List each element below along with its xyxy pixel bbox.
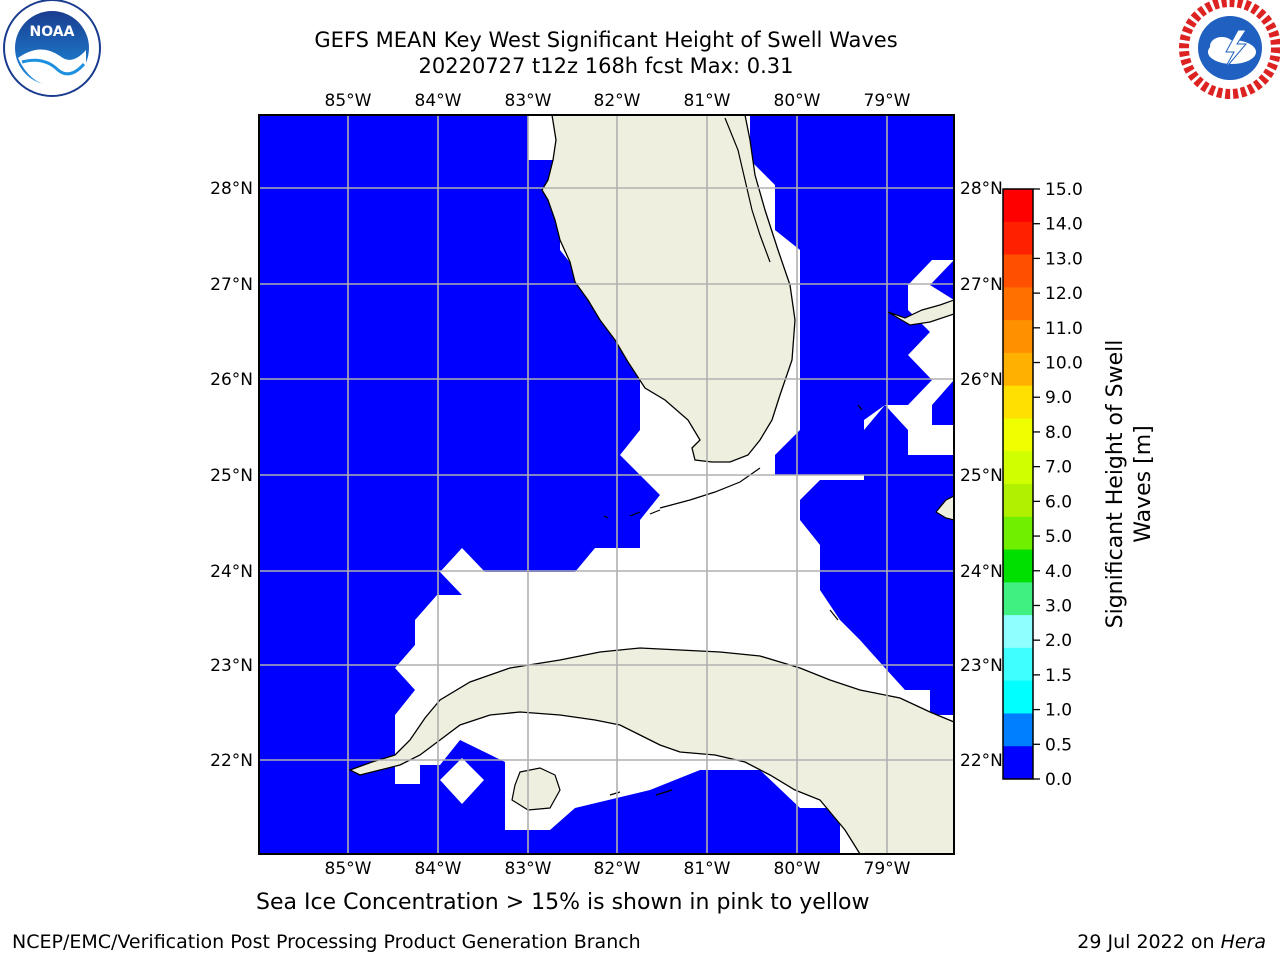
lon-label: 82°W <box>594 91 641 111</box>
florida-keys <box>659 467 761 509</box>
bahamas-land-2 <box>935 495 954 521</box>
lat-label: 24°N <box>960 562 1003 582</box>
colorbar-frame <box>1002 188 1034 780</box>
lat-label: 26°N <box>210 370 253 390</box>
colorbar-segment <box>1003 713 1033 747</box>
cuba-land <box>348 647 954 854</box>
lat-label: 28°N <box>210 179 253 199</box>
footer-date: 29 Jul 2022 on Hera <box>1077 931 1266 953</box>
colorbar-segment <box>1003 647 1033 682</box>
colorbar-tick-label: 0.5 <box>1045 735 1072 755</box>
nws-logo-icon <box>1179 0 1280 99</box>
lon-label: 85°W <box>325 859 372 879</box>
colorbar-segment <box>1003 385 1033 419</box>
colorbar-tick-label: 12.0 <box>1045 284 1083 304</box>
colorbar-segment <box>1003 484 1033 518</box>
lon-label: 84°W <box>415 91 462 111</box>
lat-labels-left: 28°N 27°N 26°N 25°N 24°N 23°N 22°N <box>210 179 253 771</box>
florida-land <box>541 115 796 463</box>
lon-label: 82°W <box>594 859 641 879</box>
footer-host: Hera <box>1220 931 1266 953</box>
colorbar-tick-label: 7.0 <box>1045 458 1072 478</box>
colorbar-tick-label: 3.0 <box>1045 596 1072 616</box>
isle-of-youth-land <box>511 767 561 811</box>
lon-label: 83°W <box>505 859 552 879</box>
colorbar-segment <box>1003 680 1033 714</box>
lon-label: 84°W <box>415 859 462 879</box>
lat-labels-right: 28°N 27°N 26°N 25°N 24°N 23°N 22°N <box>960 179 1003 771</box>
colorbar-label-line2: Waves [m] <box>1131 425 1156 542</box>
noaa-logo-icon: NOAA <box>3 0 101 97</box>
florida-inner-coast <box>724 117 771 263</box>
lon-labels-bottom: 85°W 84°W 83°W 82°W 81°W 80°W 79°W <box>325 859 911 879</box>
colorbar-tick-label: 10.0 <box>1045 354 1083 374</box>
colorbar-segment <box>1003 451 1033 485</box>
keys-islets <box>603 509 661 519</box>
colorbar-tick-label: 9.0 <box>1045 388 1072 408</box>
map-frame <box>258 114 955 855</box>
lon-label: 80°W <box>774 859 821 879</box>
colorbar-tick-label: 1.0 <box>1045 701 1072 721</box>
lat-label: 28°N <box>960 179 1003 199</box>
lat-label: 27°N <box>960 275 1003 295</box>
lon-label: 79°W <box>864 859 911 879</box>
colorbar-segment <box>1003 221 1033 256</box>
colorbar-segment <box>1003 320 1033 354</box>
colorbar-tick-label: 8.0 <box>1045 423 1072 443</box>
lon-label: 79°W <box>864 91 911 111</box>
graticule <box>259 115 954 854</box>
noaa-logo-text: NOAA <box>30 24 75 40</box>
lat-label: 22°N <box>960 751 1003 771</box>
lat-label: 27°N <box>210 275 253 295</box>
bahamas-cays <box>829 404 863 621</box>
colorbar-segment <box>1003 287 1033 321</box>
colorbar-tick-label: 4.0 <box>1045 562 1072 582</box>
map-subtitle: 20220727 t12z 168h fcst Max: 0.31 <box>418 54 794 78</box>
lat-label: 22°N <box>210 751 253 771</box>
cuba-cays <box>609 789 673 796</box>
colorbar-segment <box>1003 189 1033 223</box>
map-area[interactable] <box>259 115 954 854</box>
lat-label: 25°N <box>960 466 1003 486</box>
lat-label: 23°N <box>960 656 1003 676</box>
colorbar-label-line1: Significant Height of Swell <box>1103 340 1128 629</box>
lat-label: 23°N <box>210 656 253 676</box>
colorbar-tick-label: 11.0 <box>1045 319 1083 339</box>
lat-label: 24°N <box>210 562 253 582</box>
sea-ice-note: Sea Ice Concentration > 15% is shown in … <box>256 890 870 915</box>
colorbar-segment <box>1003 254 1033 288</box>
colorbar-tick-label: 15.0 <box>1045 180 1083 200</box>
lon-label: 80°W <box>774 91 821 111</box>
lon-label: 81°W <box>684 859 731 879</box>
colorbar-tick-label: 2.0 <box>1045 631 1072 651</box>
colorbar-tick-label: 5.0 <box>1045 527 1072 547</box>
lon-label: 85°W <box>325 91 372 111</box>
colorbar-tick-label: 6.0 <box>1045 492 1072 512</box>
lon-labels-top: 85°W 84°W 83°W 82°W 81°W 80°W 79°W <box>325 91 911 111</box>
colorbar-segment <box>1003 549 1033 583</box>
colorbar-segment <box>1003 352 1033 387</box>
colorbar <box>1003 189 1033 780</box>
colorbar-tick-label: 13.0 <box>1045 249 1083 269</box>
lat-label: 26°N <box>960 370 1003 390</box>
colorbar-segment <box>1003 582 1033 616</box>
footer-date-text: 29 Jul 2022 on <box>1077 931 1221 953</box>
colorbar-tick-label: 14.0 <box>1045 215 1083 235</box>
lon-label: 81°W <box>684 91 731 111</box>
bahamas-land <box>887 299 954 326</box>
colorbar-segment <box>1003 516 1033 551</box>
colorbar-segment <box>1003 418 1033 452</box>
colorbar-segment <box>1003 746 1033 780</box>
colorbar-ticks: 15.0 14.0 13.0 12.0 11.0 10.0 9.0 8.0 7.0 6.0 5.0 4… <box>1033 180 1083 790</box>
colorbar-tick-label: 0.0 <box>1045 770 1072 790</box>
lat-label: 25°N <box>210 466 253 486</box>
lon-label: 83°W <box>505 91 552 111</box>
footer-credit: NCEP/EMC/Verification Post Processing Pr… <box>12 931 641 953</box>
colorbar-segment <box>1003 615 1033 649</box>
colorbar-tick-label: 1.5 <box>1045 666 1072 686</box>
map-title: GEFS MEAN Key West Significant Height of… <box>314 28 898 52</box>
